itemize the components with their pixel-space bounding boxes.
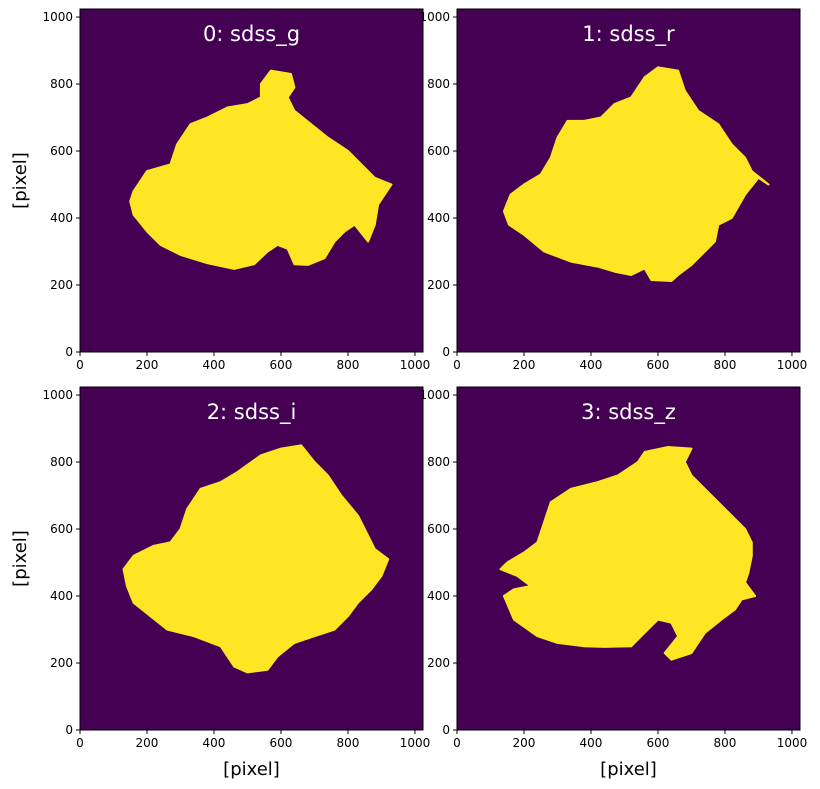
y-tick-label: 1000 (419, 10, 450, 24)
x-tick-label: 0 (453, 358, 461, 372)
y-tick-label: 200 (427, 278, 450, 292)
y-tick-label: 400 (427, 211, 450, 225)
x-tick-label: 1000 (400, 358, 431, 372)
y-tick-label: 1000 (42, 10, 73, 24)
y-tick-label: 800 (50, 455, 73, 469)
y-tick-label: 0 (65, 345, 73, 359)
panel-sdss-r: 1: sdss_r 0 200 400 600 800 1000 0 200 400 600 800… (419, 8, 808, 372)
y-tick-label: 600 (427, 144, 450, 158)
panel-sdss-z: 3: sdss_z [pixel] 0 200 400 600 800 1000 0 200 4… (419, 386, 808, 780)
x-tick-label: 800 (337, 358, 360, 372)
x-tick-label: 0 (76, 736, 84, 750)
x-tick-label: 600 (270, 358, 293, 372)
x-tick-label: 400 (203, 358, 226, 372)
x-tick-label: 400 (203, 736, 226, 750)
panel-frame (79, 386, 424, 731)
x-tick-label: 600 (647, 736, 670, 750)
panel-title: 0: sdss_g (203, 22, 300, 47)
y-tick-label: 200 (427, 656, 450, 670)
x-tick-label: 1000 (777, 358, 808, 372)
y-tick-label: 400 (427, 589, 450, 603)
y-tick-label: 0 (442, 723, 450, 737)
y-tick-label: 0 (65, 723, 73, 737)
panel-frame (456, 386, 801, 731)
y-tick-label: 600 (427, 522, 450, 536)
x-tick-label: 0 (453, 736, 461, 750)
y-tick-label: 0 (442, 345, 450, 359)
panel-title: 1: sdss_r (582, 22, 675, 47)
x-axis-label: [pixel] (600, 759, 657, 780)
y-tick-label: 800 (50, 77, 73, 91)
mask-region (499, 446, 757, 661)
y-axis-label: [pixel] (10, 530, 31, 587)
x-tick-label: 600 (647, 358, 670, 372)
x-tick-label: 800 (714, 736, 737, 750)
x-tick-label: 800 (714, 358, 737, 372)
panel-sdss-g: 0: sdss_g [pixel] 0 200 400 600 800 1000 0 200 4… (10, 8, 431, 372)
panel-sdss-i: 2: sdss_i [pixel] [pixel] 0 200 400 600 800 1… (10, 386, 431, 780)
mask-region (129, 69, 393, 270)
mask-region (122, 444, 390, 674)
y-tick-label: 800 (427, 455, 450, 469)
panel-frame (456, 8, 801, 353)
y-tick-label: 200 (50, 278, 73, 292)
panel-frame (79, 8, 424, 353)
y-axis-label: [pixel] (10, 152, 31, 209)
x-tick-label: 400 (580, 358, 603, 372)
mask-region (502, 66, 770, 282)
x-tick-label: 800 (337, 736, 360, 750)
y-tick-label: 600 (50, 144, 73, 158)
x-tick-label: 200 (513, 736, 536, 750)
y-tick-label: 1000 (42, 388, 73, 402)
x-tick-label: 200 (513, 358, 536, 372)
x-tick-label: 200 (136, 736, 159, 750)
x-axis-label: [pixel] (223, 759, 280, 780)
x-tick-label: 0 (76, 358, 84, 372)
y-tick-label: 400 (50, 211, 73, 225)
y-tick-label: 600 (50, 522, 73, 536)
y-tick-label: 400 (50, 589, 73, 603)
panel-title: 2: sdss_i (207, 400, 297, 425)
x-tick-label: 1000 (400, 736, 431, 750)
y-tick-label: 1000 (419, 388, 450, 402)
x-tick-label: 1000 (777, 736, 808, 750)
y-tick-label: 200 (50, 656, 73, 670)
x-tick-label: 400 (580, 736, 603, 750)
y-tick-label: 800 (427, 77, 450, 91)
x-tick-label: 200 (136, 358, 159, 372)
panel-title: 3: sdss_z (581, 400, 676, 425)
x-tick-label: 600 (270, 736, 293, 750)
